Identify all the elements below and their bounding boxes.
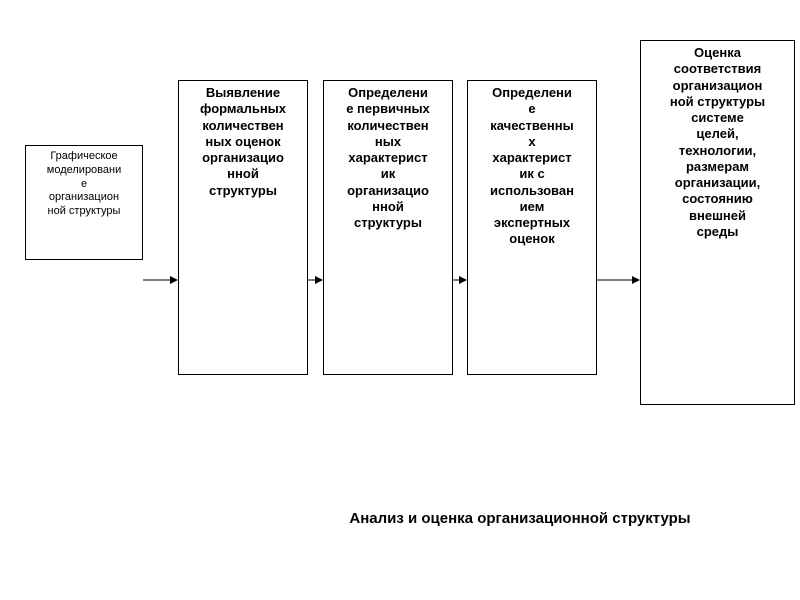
node-text: Графическое [28, 150, 140, 164]
node-text: моделировани [28, 164, 140, 178]
flow-node-graphic-modeling: Графическое моделировани е организацион … [25, 145, 143, 260]
node-text: ных оценок [181, 134, 305, 150]
node-text: е [28, 178, 140, 192]
node-text: ием [470, 199, 594, 215]
node-text: е первичных [326, 101, 450, 117]
node-text: ных [326, 134, 450, 150]
diagram-canvas: Графическое моделировани е организацион … [0, 0, 800, 600]
node-text: организацион [28, 191, 140, 205]
node-text: экспертных [470, 215, 594, 231]
node-text: технологии, [643, 143, 792, 159]
node-text: состоянию [643, 191, 792, 207]
node-text: формальных [181, 101, 305, 117]
node-text: структуры [326, 215, 450, 231]
node-text: ной структуры [643, 94, 792, 110]
node-text: количествен [181, 118, 305, 134]
node-text: х [470, 134, 594, 150]
flow-node-primary-quantitative: Определени е первичных количествен ных х… [323, 80, 453, 375]
flow-node-evaluation: Оценка соответствия организацион ной стр… [640, 40, 795, 405]
node-text: характерист [470, 150, 594, 166]
node-text: внешней [643, 208, 792, 224]
node-text: оценок [470, 231, 594, 247]
node-text: организацио [181, 150, 305, 166]
node-text: ик [326, 166, 450, 182]
node-text: организацио [326, 183, 450, 199]
node-text: нной [181, 166, 305, 182]
node-text: организации, [643, 175, 792, 191]
diagram-caption: Анализ и оценка организационной структур… [250, 510, 790, 527]
node-text: целей, [643, 126, 792, 142]
node-text: е [470, 101, 594, 117]
node-text: Выявление [181, 85, 305, 101]
node-text: нной [326, 199, 450, 215]
node-text: среды [643, 224, 792, 240]
node-text: структуры [181, 183, 305, 199]
node-text: Определени [326, 85, 450, 101]
node-text: количествен [326, 118, 450, 134]
node-text: качественны [470, 118, 594, 134]
node-text: Оценка [643, 45, 792, 61]
node-text: соответствия [643, 61, 792, 77]
node-text: организацион [643, 78, 792, 94]
node-text: характерист [326, 150, 450, 166]
node-text: размерам [643, 159, 792, 175]
flow-node-formal-quantitative: Выявление формальных количествен ных оце… [178, 80, 308, 375]
node-text: Определени [470, 85, 594, 101]
node-text: ик с [470, 166, 594, 182]
node-text: системе [643, 110, 792, 126]
flow-node-qualitative: Определени е качественны х характерист и… [467, 80, 597, 375]
node-text: использован [470, 183, 594, 199]
node-text: ной структуры [28, 205, 140, 219]
